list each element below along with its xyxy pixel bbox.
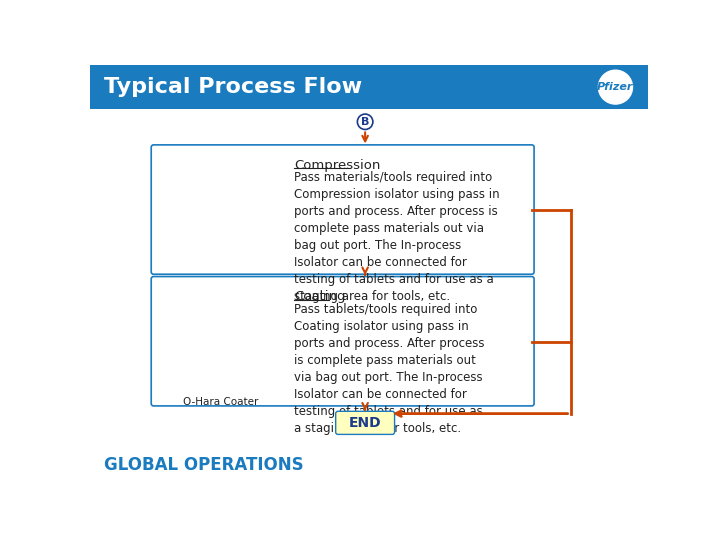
- Text: B: B: [361, 117, 369, 127]
- FancyBboxPatch shape: [336, 411, 395, 434]
- Text: Pass materials/tools required into
Compression isolator using pass in
ports and : Pass materials/tools required into Compr…: [294, 171, 500, 303]
- Text: Coating: Coating: [294, 291, 346, 303]
- FancyBboxPatch shape: [151, 276, 534, 406]
- Text: Pfizer: Pfizer: [598, 82, 634, 92]
- Text: END: END: [348, 416, 382, 430]
- Text: Typical Process Flow: Typical Process Flow: [104, 77, 362, 97]
- Circle shape: [357, 114, 373, 130]
- Circle shape: [598, 70, 632, 104]
- Text: O-Hara Coater: O-Hara Coater: [182, 397, 258, 408]
- Text: GLOBAL OPERATIONS: GLOBAL OPERATIONS: [104, 456, 304, 474]
- FancyBboxPatch shape: [90, 65, 648, 110]
- FancyBboxPatch shape: [151, 145, 534, 274]
- Text: Compression: Compression: [294, 159, 380, 172]
- Text: Pass tablets/tools required into
Coating isolator using pass in
ports and proces: Pass tablets/tools required into Coating…: [294, 303, 485, 435]
